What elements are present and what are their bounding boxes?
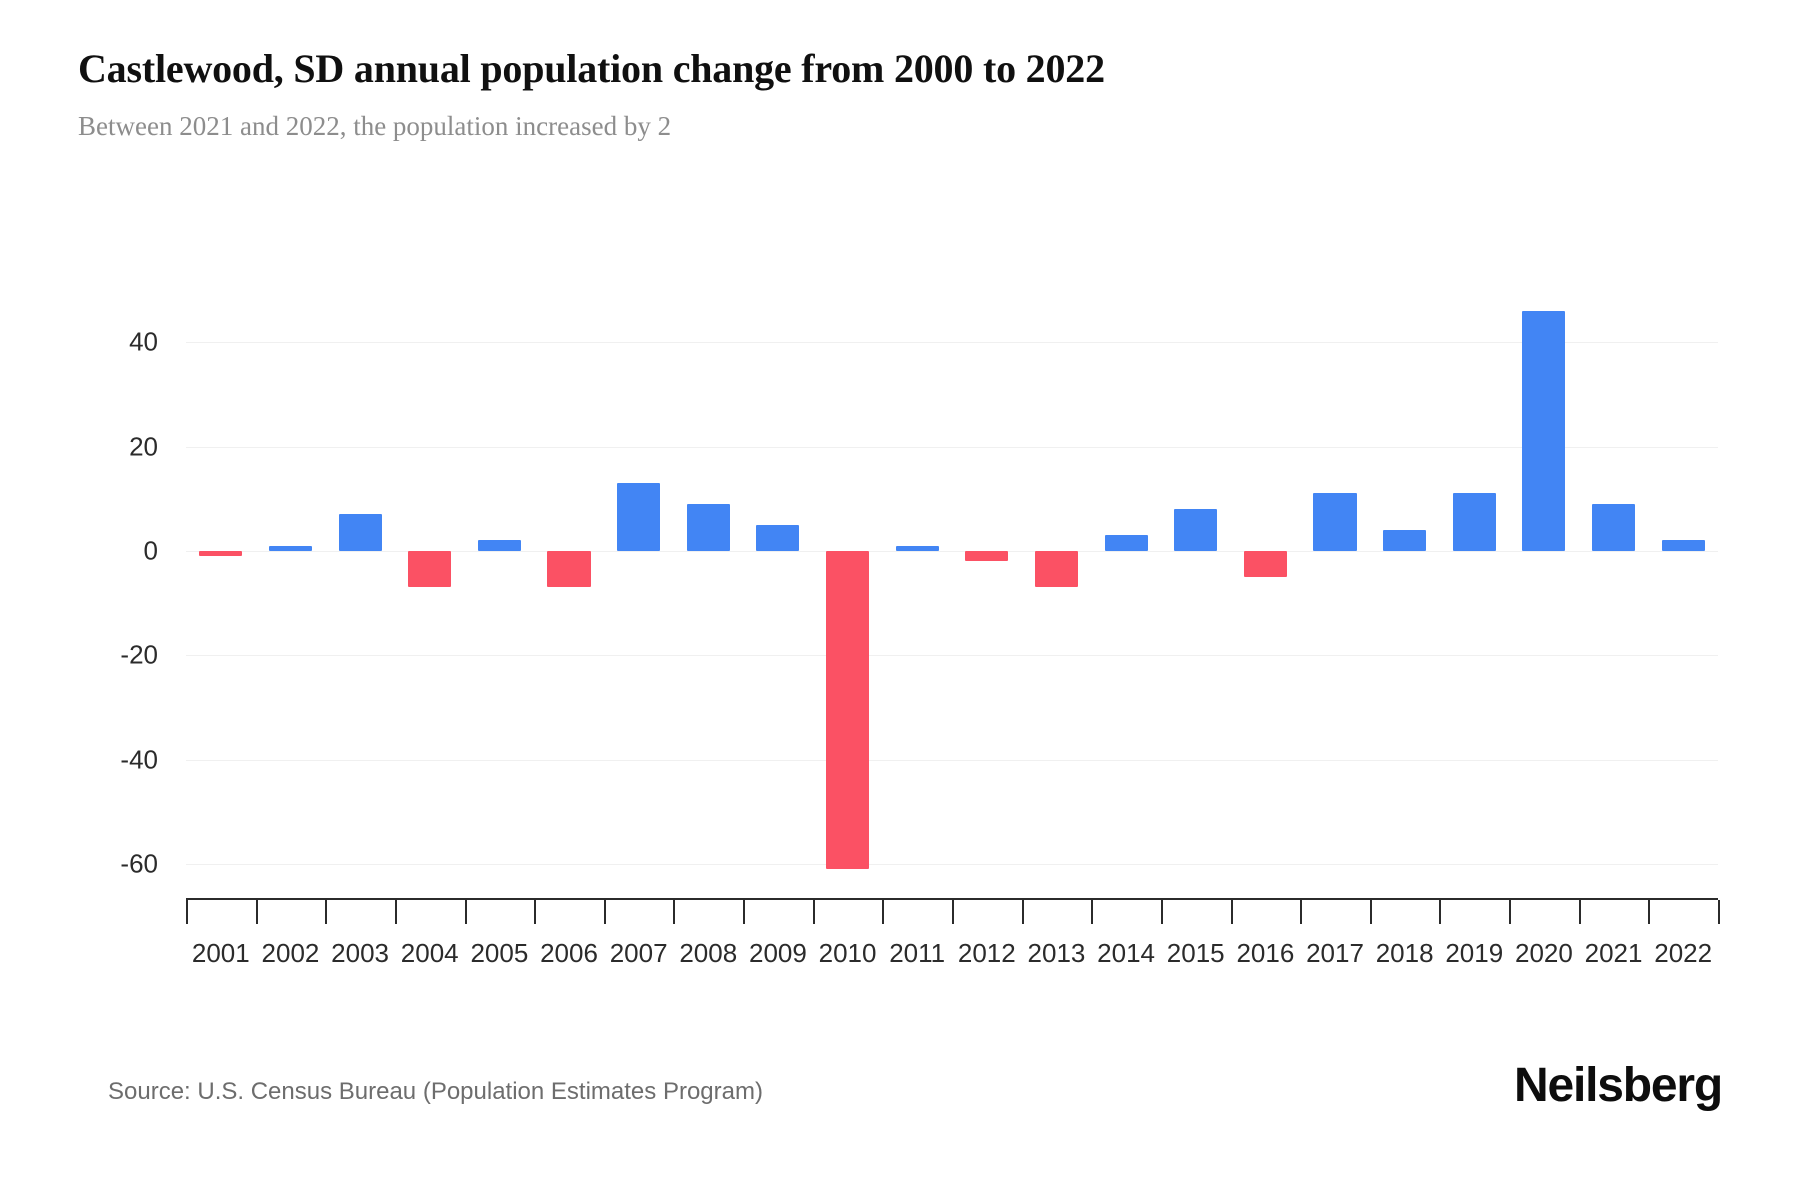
x-axis-tick-label-2007: 2007 bbox=[609, 938, 668, 968]
x-axis-tick bbox=[1439, 900, 1442, 924]
source-note: Source: U.S. Census Bureau (Population E… bbox=[108, 1078, 763, 1105]
bar-2006[interactable] bbox=[547, 550, 591, 588]
x-axis-tick bbox=[1230, 900, 1233, 924]
x-axis-tick-label-2002: 2002 bbox=[261, 938, 320, 968]
bar-2005[interactable] bbox=[477, 540, 521, 551]
x-axis-tick bbox=[1021, 900, 1024, 924]
y-axis-tick-label: -40 bbox=[120, 744, 158, 775]
bar-2017[interactable] bbox=[1313, 493, 1357, 551]
x-axis-tick-label-2016: 2016 bbox=[1236, 938, 1295, 968]
x-axis-tick-label-2022: 2022 bbox=[1654, 938, 1713, 968]
chart-header: Castlewood, SD annual population change … bbox=[78, 46, 1738, 142]
bar-2002[interactable] bbox=[268, 545, 313, 551]
x-axis-tick-label-2012: 2012 bbox=[957, 938, 1016, 968]
y-axis-tick-label: -20 bbox=[120, 639, 158, 670]
x-axis-tick-label-2004: 2004 bbox=[400, 938, 459, 968]
bar-2003[interactable] bbox=[338, 514, 382, 551]
x-axis-tick-label-2018: 2018 bbox=[1375, 938, 1434, 968]
gridline bbox=[186, 863, 1718, 865]
chart-subtitle: Between 2021 and 2022, the population in… bbox=[78, 111, 672, 141]
x-axis-tick bbox=[882, 900, 885, 924]
x-axis-tick bbox=[1091, 900, 1094, 924]
x-axis-tick-label-2006: 2006 bbox=[540, 938, 598, 968]
x-axis-tick bbox=[1369, 900, 1372, 924]
x-axis-tick bbox=[952, 900, 954, 924]
bar-2013[interactable] bbox=[1034, 550, 1079, 588]
x-axis-tick-label-2021: 2021 bbox=[1584, 938, 1643, 968]
bar-2018[interactable] bbox=[1383, 530, 1427, 551]
gridlines-group bbox=[186, 290, 1718, 890]
bar-2015[interactable] bbox=[1174, 509, 1218, 551]
bar-2016[interactable] bbox=[1243, 550, 1287, 577]
x-axis-tick bbox=[673, 900, 676, 924]
x-axis-tick bbox=[394, 900, 397, 924]
gridline bbox=[186, 550, 1718, 552]
x-axis-tick-label-2010: 2010 bbox=[818, 938, 877, 968]
bar-2021[interactable] bbox=[1591, 503, 1636, 551]
x-axis-tick bbox=[743, 900, 746, 924]
bar-2019[interactable] bbox=[1452, 493, 1496, 551]
bar-2020[interactable] bbox=[1522, 310, 1566, 551]
x-axis-line bbox=[186, 898, 1718, 900]
gridline bbox=[186, 446, 1718, 448]
bar-2009[interactable] bbox=[756, 524, 800, 551]
bar-2007[interactable] bbox=[617, 483, 661, 551]
bar-2014[interactable] bbox=[1104, 535, 1148, 551]
x-axis-tick bbox=[325, 900, 328, 924]
x-axis-tick bbox=[812, 900, 815, 924]
x-axis-tick-label-2008: 2008 bbox=[679, 938, 738, 968]
x-axis-tick bbox=[1300, 900, 1303, 924]
y-axis-tick-label: 0 bbox=[143, 535, 158, 566]
brand-logo: Neilsberg bbox=[1514, 1059, 1723, 1112]
x-axis-tick bbox=[1648, 900, 1651, 924]
bar-2022[interactable] bbox=[1661, 540, 1705, 551]
x-axis-tick bbox=[1578, 900, 1581, 924]
x-axis-tick bbox=[1160, 900, 1163, 924]
y-axis-tick-label: -60 bbox=[120, 848, 158, 879]
x-axis-tick-label-2015: 2015 bbox=[1166, 938, 1225, 968]
bar-2012[interactable] bbox=[965, 550, 1009, 562]
bars-group bbox=[186, 290, 1718, 890]
y-axis-tick-label: 40 bbox=[129, 326, 158, 357]
x-axis-tick bbox=[534, 900, 537, 924]
x-axis-tick-label-2001: 2001 bbox=[191, 938, 250, 968]
x-axis-tick bbox=[255, 900, 258, 924]
bar-2010[interactable] bbox=[825, 550, 870, 870]
x-axis-tick bbox=[1718, 900, 1720, 924]
bar-2011[interactable] bbox=[895, 545, 939, 551]
x-axis-tick-label-2013: 2013 bbox=[1027, 938, 1086, 968]
bar-2008[interactable] bbox=[686, 503, 730, 551]
x-axis-tick-label-2014: 2014 bbox=[1097, 938, 1155, 968]
x-axis-tick-label-2017: 2017 bbox=[1306, 938, 1364, 968]
x-axis-tick-label-2019: 2019 bbox=[1445, 938, 1504, 968]
x-axis-tick bbox=[603, 900, 606, 924]
x-axis-tick-label-2011: 2011 bbox=[889, 938, 946, 968]
x-axis-tick bbox=[464, 900, 467, 924]
x-axis-tick-label-2003: 2003 bbox=[331, 938, 389, 968]
bar-2004[interactable] bbox=[408, 550, 452, 588]
gridline bbox=[186, 342, 1718, 344]
x-axis-tick-label-2005: 2005 bbox=[470, 938, 529, 968]
gridline bbox=[186, 759, 1718, 761]
bar-2001[interactable] bbox=[199, 550, 243, 557]
x-axis-tick-label-2009: 2009 bbox=[748, 938, 807, 968]
y-axis-tick-label: 20 bbox=[129, 431, 158, 462]
gridline bbox=[186, 655, 1718, 657]
page-title: Castlewood, SD annual population change … bbox=[78, 46, 1105, 91]
x-axis-tick bbox=[1509, 900, 1512, 924]
x-axis-tick-label-2020: 2020 bbox=[1514, 938, 1573, 968]
x-axis-tick bbox=[186, 900, 188, 924]
